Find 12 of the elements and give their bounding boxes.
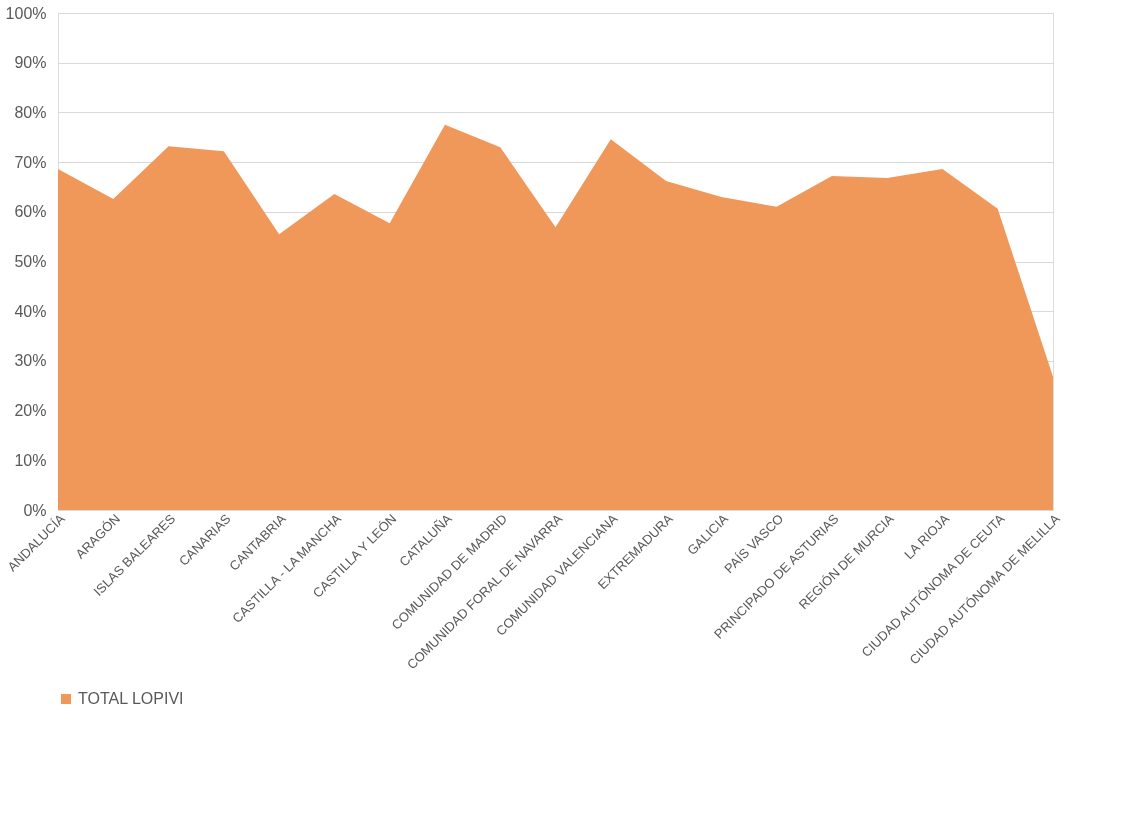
y-tick-label: 50%	[14, 253, 47, 270]
y-tick-label: 10%	[14, 451, 47, 469]
y-tick-label: 60%	[14, 203, 47, 221]
y-tick-label: 30%	[14, 352, 47, 370]
y-tick-label: 90%	[14, 54, 47, 72]
y-tick-label: 40%	[14, 302, 47, 320]
y-tick-label: 100%	[5, 4, 47, 22]
y-tick-label: 20%	[14, 402, 47, 420]
y-tick-label: 80%	[14, 103, 47, 121]
y-tick-label: 70%	[14, 153, 47, 171]
y-tick-label: 0%	[23, 501, 47, 519]
legend-label: TOTAL LOPIVI	[78, 690, 184, 707]
